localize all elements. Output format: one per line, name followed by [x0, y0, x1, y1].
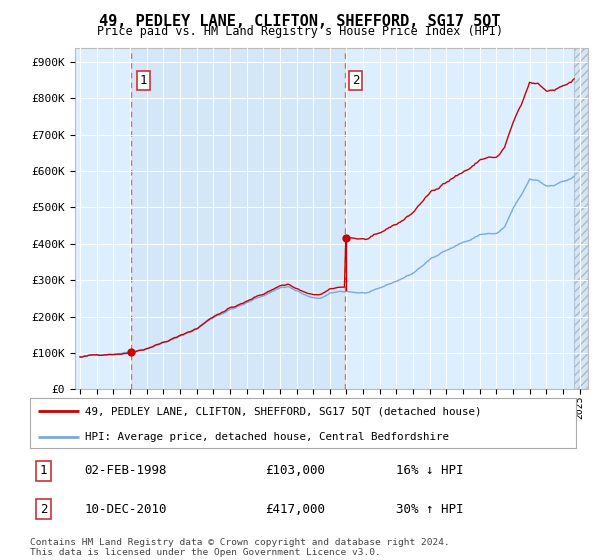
- Text: 49, PEDLEY LANE, CLIFTON, SHEFFORD, SG17 5QT (detached house): 49, PEDLEY LANE, CLIFTON, SHEFFORD, SG17…: [85, 406, 481, 416]
- Bar: [574, 48, 588, 389]
- Text: Price paid vs. HM Land Registry's House Price Index (HPI): Price paid vs. HM Land Registry's House …: [97, 25, 503, 38]
- Text: 1: 1: [40, 464, 47, 478]
- Text: £103,000: £103,000: [265, 464, 325, 478]
- Text: 10-DEC-2010: 10-DEC-2010: [85, 502, 167, 516]
- Text: £417,000: £417,000: [265, 502, 325, 516]
- Text: 2: 2: [352, 74, 359, 87]
- Text: 49, PEDLEY LANE, CLIFTON, SHEFFORD, SG17 5QT: 49, PEDLEY LANE, CLIFTON, SHEFFORD, SG17…: [99, 14, 501, 29]
- Text: Contains HM Land Registry data © Crown copyright and database right 2024.
This d: Contains HM Land Registry data © Crown c…: [30, 538, 450, 557]
- Bar: [131, 48, 345, 389]
- Text: 30% ↑ HPI: 30% ↑ HPI: [396, 502, 463, 516]
- Text: 02-FEB-1998: 02-FEB-1998: [85, 464, 167, 478]
- Text: 1: 1: [140, 74, 147, 87]
- Text: 2: 2: [40, 502, 47, 516]
- Text: HPI: Average price, detached house, Central Bedfordshire: HPI: Average price, detached house, Cent…: [85, 432, 449, 442]
- Text: 16% ↓ HPI: 16% ↓ HPI: [396, 464, 463, 478]
